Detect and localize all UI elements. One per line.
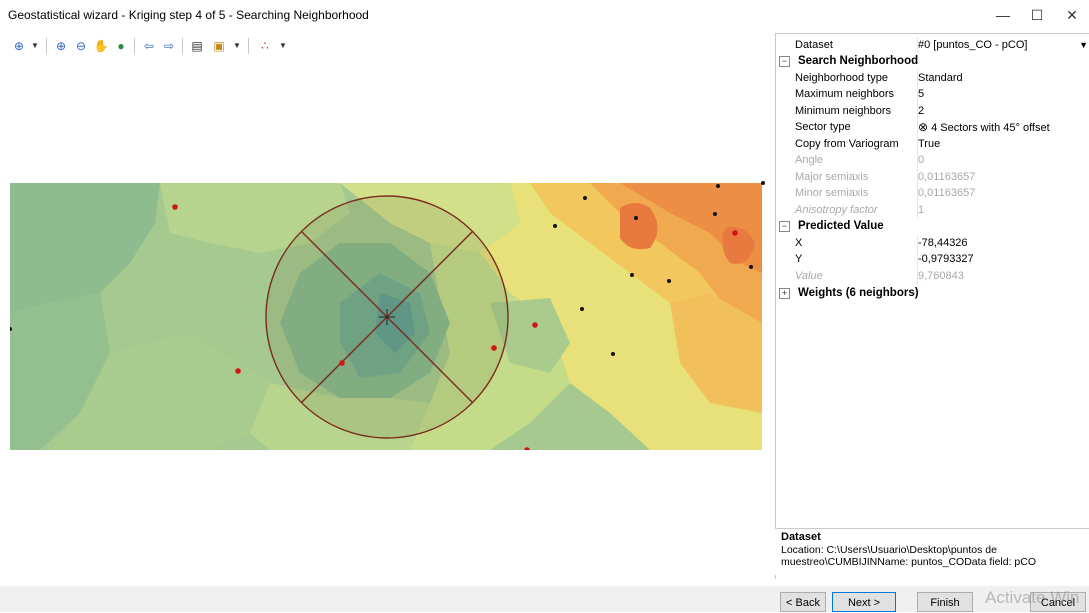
forward-arrow-icon[interactable]: ⇨ [163,39,175,53]
minor-semiaxis-row: Minor semiaxis 0,01163657 [776,185,1089,202]
select-pointer-icon[interactable]: ⊕ [13,39,25,53]
description-pane: Dataset Location: C:\Users\Usuario\Deskt… [775,528,1089,575]
back-arrow-icon[interactable]: ⇦ [143,39,155,53]
x-row[interactable]: X -78,44326 [776,234,1089,252]
y-row[interactable]: Y -0,9793327 [776,251,1089,268]
kriging-surface-map[interactable] [10,183,762,450]
predicted-value-category[interactable]: − Predicted Value [776,218,1089,234]
zoom-in-icon[interactable]: ⊕ [55,39,67,53]
search-neighborhood-category[interactable]: − Search Neighborhood [776,53,1089,69]
collapse-icon[interactable]: − [779,221,790,232]
sector-cross-icon: ⊗ [918,120,929,134]
dropdown-arrow-icon[interactable]: ▼ [233,41,241,50]
maximize-button[interactable]: ☐ [1030,7,1044,23]
neighborhood-type-row[interactable]: Neighborhood type Standard [776,69,1089,87]
dropdown-arrow-icon[interactable]: ▼ [31,41,39,50]
angle-row: Angle 0 [776,152,1089,169]
collapse-icon[interactable]: − [779,56,790,67]
sector-type-value: 4 Sectors with 45° offset [931,122,1050,134]
map-view[interactable] [10,183,762,450]
title-bar: Geostatistical wizard - Kriging step 4 o… [0,0,1089,30]
value-row: Value 9,760843 [776,267,1089,285]
expand-icon[interactable]: + [779,288,790,299]
description-title: Dataset [781,531,821,543]
points-symbol-icon[interactable]: ∴ [261,39,269,53]
dataset-row[interactable]: Dataset #0 [puntos_CO - pCO] ▼ [776,37,1089,54]
button-bar [0,586,1089,612]
zoom-out-icon[interactable]: ⊖ [75,39,87,53]
property-key: Dataset [792,37,918,53]
next-button[interactable]: Next > [832,592,896,612]
layers-icon[interactable]: ▣ [213,39,225,53]
window-title: Geostatistical wizard - Kriging step 4 o… [8,8,369,22]
full-extent-globe-icon[interactable]: ● [117,39,125,53]
copy-from-variogram-row[interactable]: Copy from Variogram True [776,135,1089,153]
dropdown-arrow-icon[interactable]: ▼ [279,41,287,50]
table-icon[interactable]: ▤ [191,39,203,53]
pan-hand-icon[interactable]: ✋ [93,39,109,53]
cancel-button[interactable]: Cancel [1030,592,1086,612]
anisotropy-factor-row: Anisotropy factor 1 [776,201,1089,219]
map-toolbar: ⊕ ▼ ⊕ ⊖ ✋ ● ⇦ ⇨ ▤ ▣ ▼ ∴ ▼ [8,35,768,57]
chevron-down-icon[interactable]: ▼ [1079,40,1088,50]
maximum-neighbors-row[interactable]: Maximum neighbors 5 [776,86,1089,103]
major-semiaxis-row: Major semiaxis 0,01163657 [776,168,1089,186]
sample-point-marker [761,181,765,185]
dataset-select[interactable]: #0 [puntos_CO - pCO] [918,39,1028,51]
close-button[interactable]: ✕ [1066,7,1078,23]
back-button[interactable]: < Back [780,592,826,612]
properties-panel: Dataset #0 [puntos_CO - pCO] ▼ − Search … [775,33,1089,579]
minimize-button[interactable]: — [996,7,1010,23]
description-text: Location: C:\Users\Usuario\Desktop\punto… [781,544,1037,568]
minimum-neighbors-row[interactable]: Minimum neighbors 2 [776,102,1089,120]
weights-category[interactable]: + Weights (6 neighbors) [776,285,1089,301]
finish-button[interactable]: Finish [917,592,973,612]
sector-type-row[interactable]: Sector type ⊗ 4 Sectors with 45° offset [776,119,1089,136]
